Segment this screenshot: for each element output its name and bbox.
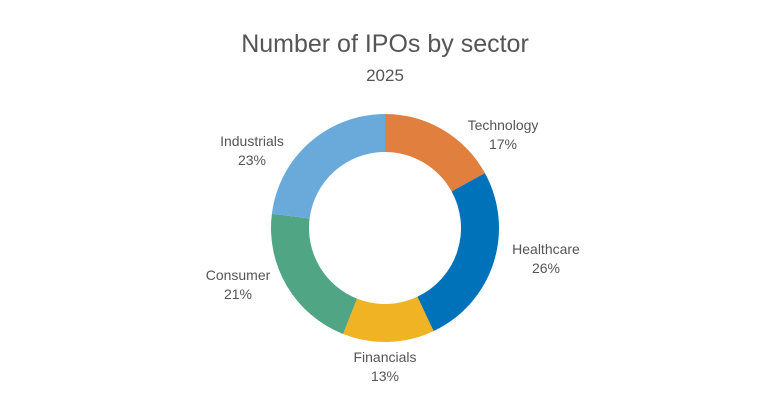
donut-slice-healthcare xyxy=(417,173,499,332)
label-name: Technology xyxy=(467,117,539,133)
label-value: 23% xyxy=(237,152,267,168)
label-name: Healthcare xyxy=(512,241,580,257)
label-value: 26% xyxy=(531,260,561,276)
donut-slice-consumer xyxy=(271,213,358,334)
label-consumer: Consumer 21% xyxy=(178,266,298,304)
label-name: Financials xyxy=(353,349,417,365)
chart-title: Number of IPOs by sector xyxy=(241,30,529,58)
label-technology: Technology 17% xyxy=(443,116,563,154)
label-value: 21% xyxy=(223,286,253,302)
label-value: 13% xyxy=(370,368,400,384)
donut-slice-technology xyxy=(385,114,485,192)
label-value: 17% xyxy=(488,136,518,152)
chart-subtitle: 2025 xyxy=(366,66,404,85)
label-financials: Financials 13% xyxy=(325,348,445,386)
donut-slice-industrials xyxy=(271,114,385,219)
label-name: Consumer xyxy=(205,267,271,283)
label-name: Industrials xyxy=(220,133,284,149)
label-healthcare: Healthcare 26% xyxy=(486,240,606,278)
donut-slice-financials xyxy=(343,296,434,342)
label-industrials: Industrials 23% xyxy=(192,132,312,170)
